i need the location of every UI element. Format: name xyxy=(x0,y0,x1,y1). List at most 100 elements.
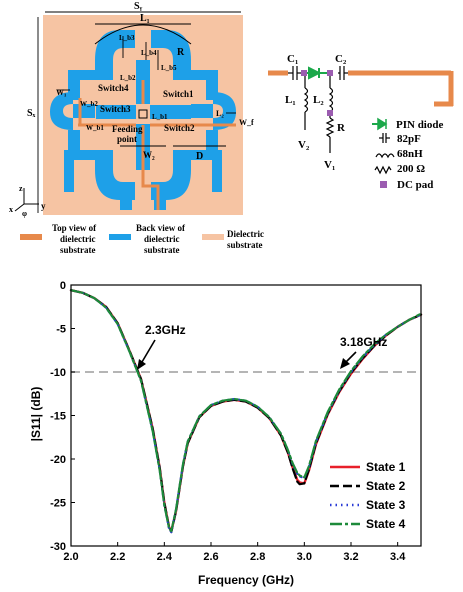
label-lb2: L_b2 xyxy=(120,74,136,82)
legend-resistor-text: 200 Ω xyxy=(397,163,425,175)
feeding-label-2: point xyxy=(117,134,137,144)
legend-label-state-1: State 1 xyxy=(366,460,406,474)
label-l1: L₁ xyxy=(140,13,150,24)
label-r: R xyxy=(177,47,185,58)
feeding-label-1: Feeding xyxy=(112,124,143,134)
series-layer xyxy=(69,289,423,534)
l1-label: L₁ xyxy=(285,94,296,106)
x-tick-label: 2.6 xyxy=(203,551,218,563)
dimension-lines xyxy=(37,11,241,213)
y-axis-title: |S11| (dB) xyxy=(29,387,43,442)
x-tick-label: 3.0 xyxy=(297,551,312,563)
label-wb2: W_b2 xyxy=(80,100,98,108)
y-tick-label: -15 xyxy=(50,411,66,423)
x-tick-label: 2.0 xyxy=(63,551,78,563)
series-line-state-1 xyxy=(69,289,423,533)
label-sx: Sₓ xyxy=(27,108,36,119)
chart-legend: State 1 State 2 State 3 State 4 xyxy=(330,460,406,531)
label-wb1: W_b1 xyxy=(86,124,104,132)
label-lb5: L_b5 xyxy=(161,64,177,72)
y-tick-label: 0 xyxy=(60,280,66,292)
l2-label: L₂ xyxy=(313,94,324,106)
legend-back-1: Back view of xyxy=(136,223,186,233)
x-tick-label: 2.4 xyxy=(157,551,173,563)
v2-label: V₂ xyxy=(298,139,310,151)
label-lb3: L_b3 xyxy=(119,34,135,42)
dc-pad-3 xyxy=(327,110,333,116)
component-legend: PIN diode 82pF 68nH 200 Ω DC pad xyxy=(372,117,443,191)
annotation-3-18ghz: 3.18GHz xyxy=(340,335,387,369)
inductor-icon xyxy=(375,153,395,159)
dc-pad-1 xyxy=(301,70,307,76)
label-d: D xyxy=(196,151,203,162)
legend-diode-text: PIN diode xyxy=(396,119,443,131)
axis-z-label: z xyxy=(19,184,23,193)
top-view-feedlines xyxy=(78,80,236,210)
antenna-layout: Sᵧ L₁ Sₓ L_b3 L_b4 L_b5 R L_b2 L_b1 W₁ W… xyxy=(9,1,254,218)
switch3-label: Switch3 xyxy=(100,104,131,114)
diode-icon xyxy=(377,117,388,131)
y-tick-label: -10 xyxy=(50,367,66,379)
label-lb1: L_b1 xyxy=(152,113,168,121)
s11-chart: 2.0 2.2 2.4 2.6 2.8 3.0 3.2 3.4 0 -5 -10 -15 -20 -25… xyxy=(29,280,423,587)
bias-circuit: C₁ C₂ L₁ L₂ R V₂ V₁ PIN diode 82pF 68nH … xyxy=(268,53,454,191)
axis-phi-label: φ xyxy=(22,209,27,218)
label-lb4: L_b4 xyxy=(141,49,157,57)
pin-diode xyxy=(307,66,327,80)
x-tick-label: 3.2 xyxy=(343,551,358,563)
annotation-3-18ghz-text: 3.18GHz xyxy=(340,335,387,349)
y-axis: 0 -5 -10 -15 -20 -25 -30 xyxy=(50,280,75,553)
y-tick-label: -20 xyxy=(50,454,66,466)
axis-y-label: y xyxy=(41,201,46,211)
legend-top-2: dielectric xyxy=(60,234,95,244)
capacitor-icon xyxy=(379,133,390,143)
legend-swatch-back xyxy=(109,234,131,240)
feeding-square xyxy=(138,109,148,119)
v1-label: V₁ xyxy=(324,159,335,171)
dimension-arc xyxy=(94,24,192,45)
switch4-label: Switch4 xyxy=(98,83,129,93)
legend-swatch-top xyxy=(20,234,42,240)
legend-back-2: dielectric xyxy=(144,234,179,244)
y-tick-label: -30 xyxy=(50,541,66,553)
legend-dielectric-2: substrate xyxy=(227,240,263,250)
legend-dielectric-1: Dielectric xyxy=(227,229,264,239)
x-tick-label: 3.4 xyxy=(390,551,406,563)
legend-pad-text: DC pad xyxy=(397,179,433,191)
legend-label-state-2: State 2 xyxy=(366,479,406,493)
pad-icon xyxy=(380,181,387,188)
legend-inductor-text: 68nH xyxy=(397,148,423,160)
series-line-state-2 xyxy=(69,289,423,534)
x-axis-title: Frequency (GHz) xyxy=(198,573,294,587)
legend-back-3: substrate xyxy=(144,245,180,255)
legend-swatch-dielectric xyxy=(202,234,224,240)
series-line-state-4 xyxy=(69,289,423,533)
legend-capacitor-text: 82pF xyxy=(397,133,421,145)
dc-pad-2 xyxy=(327,70,333,76)
label-w1: W₁ xyxy=(56,88,67,97)
label-sy: Sᵧ xyxy=(134,1,143,12)
annotation-2-3ghz-text: 2.3GHz xyxy=(145,323,186,337)
series-line-state-3 xyxy=(69,289,423,534)
label-w2: W₂ xyxy=(143,150,155,160)
legend-top-3: substrate xyxy=(60,245,96,255)
axis-x-label: x xyxy=(9,205,13,214)
coordinate-axes xyxy=(14,188,39,212)
legend-label-state-4: State 4 xyxy=(366,517,406,531)
x-tick-label: 2.2 xyxy=(110,551,125,563)
r-label: R xyxy=(337,122,346,134)
legend-top-1: Top view of xyxy=(52,223,97,233)
c2-label: C₂ xyxy=(335,53,347,65)
resistor-icon xyxy=(374,165,392,175)
x-axis: 2.0 2.2 2.4 2.6 2.8 3.0 3.2 3.4 xyxy=(63,542,406,563)
x-tick-label: 2.8 xyxy=(250,551,265,563)
y-tick-label: -25 xyxy=(50,498,66,510)
switch1-label: Switch1 xyxy=(163,89,194,99)
switch2-label: Switch2 xyxy=(164,123,195,133)
y-tick-label: -5 xyxy=(56,324,66,336)
layer-legend: Top view of dielectric substrate Back vi… xyxy=(20,223,264,255)
c1-label: C₁ xyxy=(287,53,298,65)
label-l2: L₂ xyxy=(216,109,224,118)
annotation-2-3ghz: 2.3GHz xyxy=(137,323,186,370)
